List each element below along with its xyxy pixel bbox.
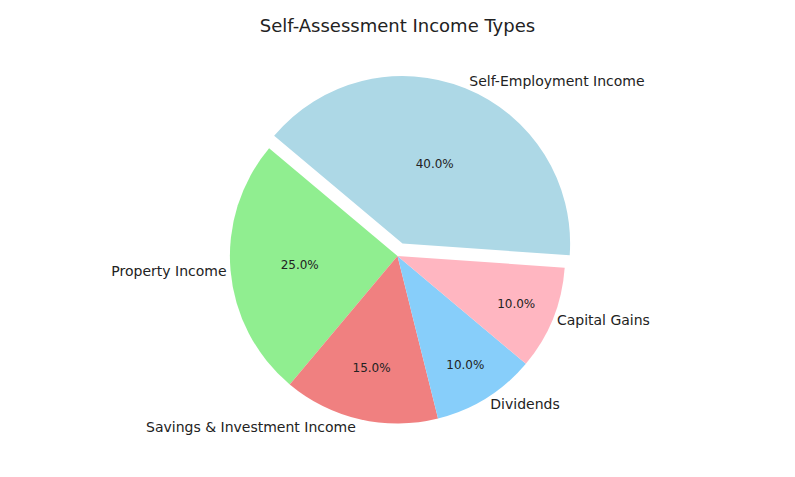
svg-text:15.0%: 15.0% (353, 361, 391, 375)
svg-text:10.0%: 10.0% (446, 358, 484, 372)
svg-text:Self-Employment Income: Self-Employment Income (469, 73, 644, 89)
svg-text:40.0%: 40.0% (416, 157, 454, 171)
svg-text:10.0%: 10.0% (497, 297, 535, 311)
svg-text:Dividends: Dividends (490, 396, 559, 412)
svg-text:25.0%: 25.0% (281, 258, 319, 272)
svg-text:Savings & Investment Income: Savings & Investment Income (146, 419, 356, 435)
svg-text:Self-Assessment Income Types: Self-Assessment Income Types (260, 15, 535, 36)
svg-text:Property Income: Property Income (111, 263, 226, 279)
svg-text:Capital Gains: Capital Gains (557, 312, 650, 328)
